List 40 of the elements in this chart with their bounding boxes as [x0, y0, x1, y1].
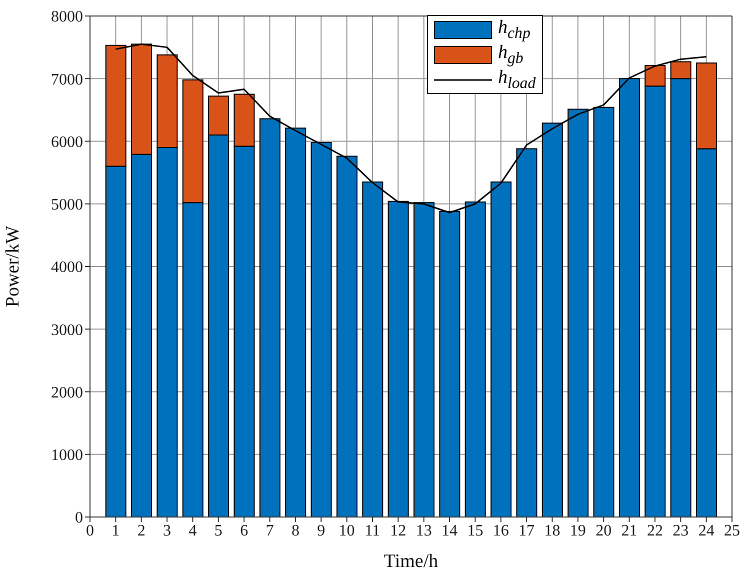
x-tick-label: 16 [492, 522, 509, 540]
x-tick-label: 23 [672, 522, 689, 540]
x-tick-label: 2 [137, 522, 146, 540]
x-tick-label: 15 [467, 522, 484, 540]
legend-label: h$_{gb}$ [498, 42, 524, 68]
x-tick-label: 25 [724, 522, 740, 540]
x-tick-label: 17 [518, 522, 535, 540]
y-tick-label: 6000 [51, 134, 83, 151]
x-tick-label: 20 [596, 522, 612, 540]
x-tick-label: 11 [364, 522, 380, 540]
y-tick-label: 5000 [51, 196, 83, 214]
y-tick-label: 4000 [51, 259, 83, 276]
x-tick-label: 9 [317, 522, 326, 540]
y-tick-label: 0 [75, 510, 83, 527]
x-tick-label: 8 [291, 522, 300, 540]
y-tick-label: 7000 [51, 71, 83, 88]
x-tick-label: 18 [544, 522, 560, 540]
y-tick-label: 2000 [51, 384, 83, 402]
x-tick-label: 0 [86, 522, 94, 540]
x-tick-label: 5 [214, 522, 222, 540]
x-tick-label: 14 [442, 522, 458, 540]
x-tick-label: 12 [390, 522, 406, 540]
x-tick-label: 6 [240, 522, 248, 540]
y-tick-label: 1000 [51, 447, 83, 464]
x-tick-label: 21 [621, 522, 638, 540]
x-tick-label: 10 [338, 522, 355, 540]
x-tick-label: 13 [416, 522, 432, 540]
y-tick-label: 8000 [51, 8, 83, 26]
x-tick-label: 19 [570, 522, 586, 540]
x-tick-label: 7 [266, 522, 274, 540]
x-tick-label: 22 [646, 522, 663, 540]
legend-label: h$_{load}$ [498, 66, 536, 92]
x-tick-label: 24 [698, 522, 714, 540]
x-tick-label: 4 [188, 522, 197, 540]
y-axis-title: Power/kW [2, 226, 24, 308]
x-tick-label: 3 [163, 522, 172, 540]
y-tick-label: 3000 [51, 322, 83, 339]
x-axis-title: Time/h [384, 551, 439, 572]
legend-label: h$_{chp}$ [498, 16, 530, 42]
x-tick-label: 1 [112, 522, 120, 540]
